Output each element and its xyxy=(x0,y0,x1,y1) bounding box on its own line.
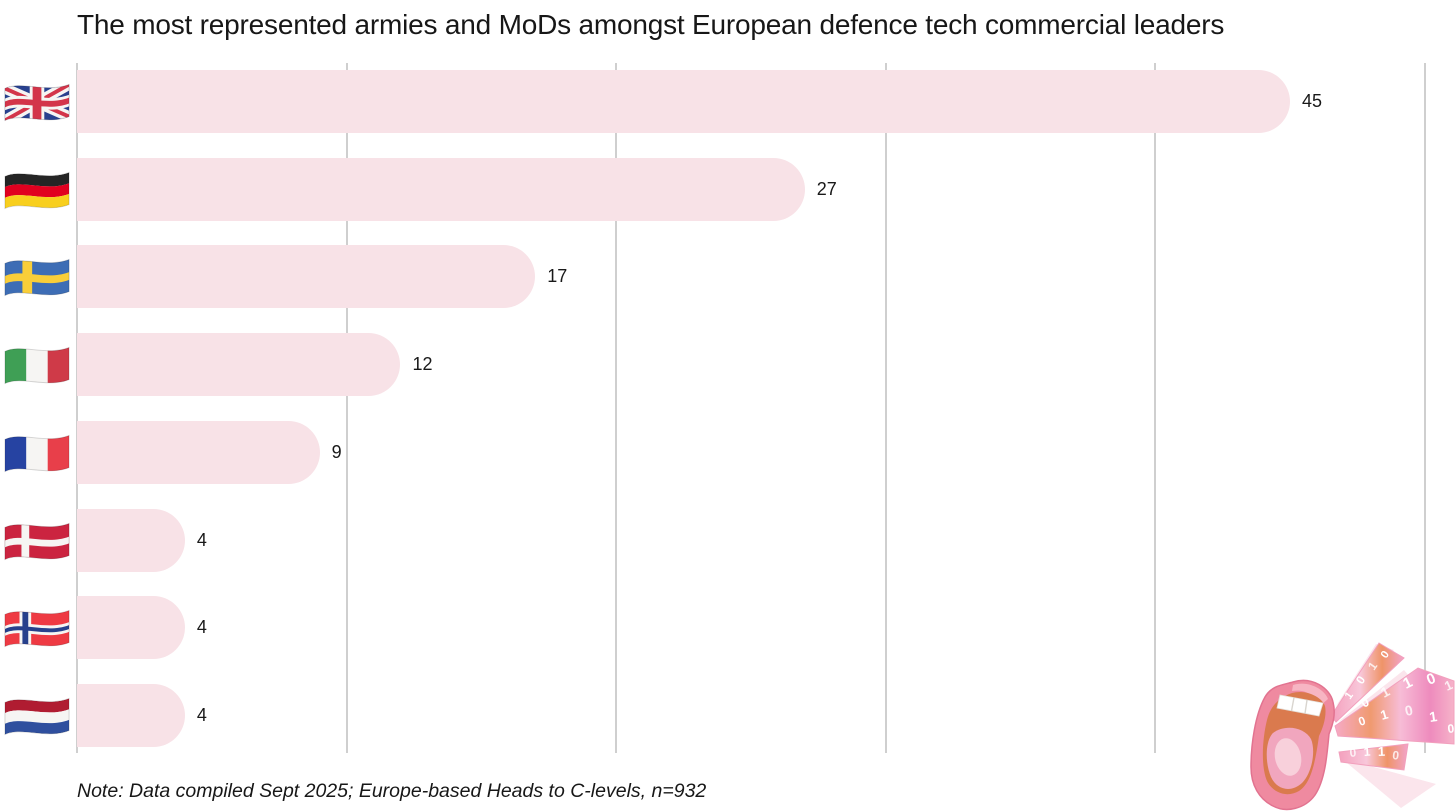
bar-germany xyxy=(77,157,805,221)
value-label-italy: 12 xyxy=(412,354,433,375)
gridline-20 xyxy=(615,63,618,753)
sweden-flag-icon xyxy=(2,252,72,302)
binary-digit: 0 xyxy=(1349,745,1357,760)
norway-flag-icon xyxy=(2,603,72,653)
bar-denmark xyxy=(77,508,185,572)
mouth xyxy=(1250,679,1335,811)
binary-rays xyxy=(1330,642,1455,771)
bar-italy xyxy=(77,333,401,397)
value-label-sweden: 17 xyxy=(547,266,568,287)
value-label-norway: 4 xyxy=(196,617,207,638)
binary-digit: 0 xyxy=(1357,713,1368,728)
bar-norway xyxy=(77,596,185,660)
binary-digit: 0 xyxy=(1403,702,1414,719)
binary-digit: 1 xyxy=(1379,706,1390,722)
bar-sweden xyxy=(77,245,536,309)
binary-digit: 1 xyxy=(1378,744,1386,759)
netherlands-flag-icon xyxy=(2,691,72,741)
bar-united-kingdom xyxy=(77,70,1291,133)
gridline-10 xyxy=(345,63,348,753)
gridline-40 xyxy=(1154,63,1157,753)
italy-flag-icon xyxy=(2,340,72,390)
denmark-flag-icon xyxy=(2,516,72,566)
value-label-united-kingdom: 45 xyxy=(1302,91,1323,111)
binary-digit: 0 xyxy=(1447,721,1455,736)
value-label-netherlands: 4 xyxy=(196,704,207,725)
chart-title: The most represented armies and MoDs amo… xyxy=(77,9,1225,40)
uk-flag-icon xyxy=(2,77,72,127)
gridline-0 xyxy=(76,63,78,753)
binary-digit: 0 xyxy=(1392,748,1400,763)
bar-netherlands xyxy=(77,683,185,747)
value-label-germany: 27 xyxy=(816,178,837,199)
binary-digit: 1 xyxy=(1363,745,1371,759)
france-flag-icon xyxy=(2,428,72,478)
value-label-france: 9 xyxy=(331,441,342,462)
binary-digit: 0 xyxy=(1379,649,1392,661)
germany-flag-icon xyxy=(2,165,72,215)
gridline-50 xyxy=(1423,63,1426,753)
binary-digit: 1 xyxy=(1343,690,1356,702)
binary-digit: 1 xyxy=(1428,708,1438,725)
value-label-denmark: 4 xyxy=(196,529,207,550)
chart-note: Note: Data compiled Sept 2025; Europe-ba… xyxy=(77,780,707,802)
gridline-30 xyxy=(884,63,887,753)
bar-france xyxy=(77,420,320,484)
